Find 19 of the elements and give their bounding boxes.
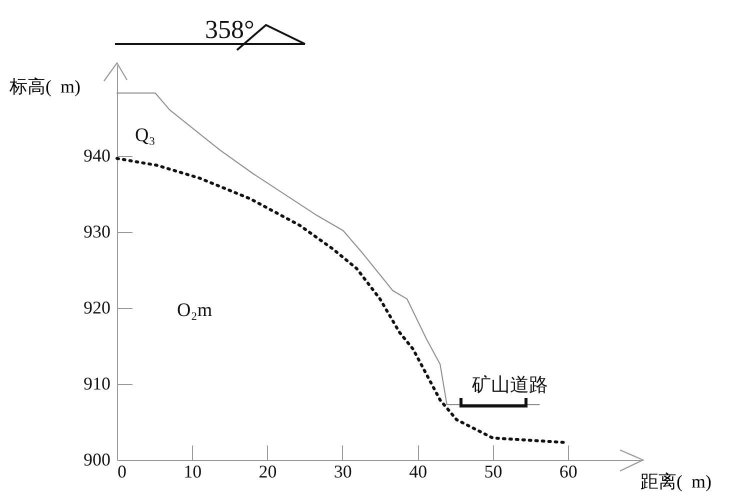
y-tick-label: 940 (84, 146, 110, 166)
x-axis-title: 距离( m) (640, 472, 712, 492)
y-tick-label: 920 (84, 298, 110, 318)
annotation: Q₃ (135, 125, 156, 146)
x-tick-label: 60 (559, 462, 578, 482)
x-tick-label: 0 (118, 462, 126, 482)
y-tick-label: 930 (84, 222, 110, 242)
x-tick-label: 40 (409, 462, 428, 482)
y-tick-label: 910 (84, 374, 110, 394)
chart-title: 358° (205, 15, 254, 44)
x-tick-label: 50 (484, 462, 502, 482)
x-tick-label: 10 (184, 462, 202, 482)
annotation: O₂m (177, 300, 212, 321)
annotation: 矿山道路 (471, 374, 548, 396)
x-tick-label: 30 (334, 462, 352, 482)
y-axis-title: 标高( m) (8, 76, 80, 96)
x-tick-label: 20 (258, 462, 277, 482)
y-tick-label: 900 (84, 450, 110, 470)
line-series (116, 156, 568, 444)
